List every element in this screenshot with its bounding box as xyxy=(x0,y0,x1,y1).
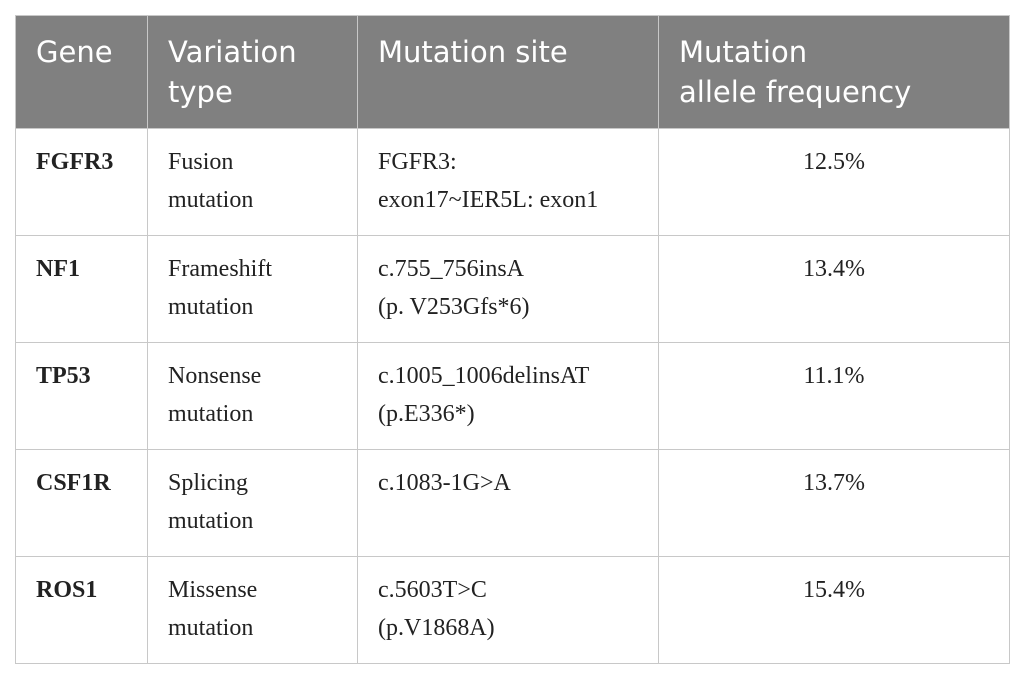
cell-line: Fusion xyxy=(168,149,234,175)
cell-line: mutation xyxy=(168,508,254,534)
header-row: Gene Variation type Mutation site Mutation al… xyxy=(15,15,1010,129)
cell-line: mutation xyxy=(168,187,254,213)
cell-line: (p.V1868A) xyxy=(378,615,495,641)
cell-line: Gene xyxy=(36,35,113,69)
cell-line: c.755_756insA xyxy=(378,256,524,282)
table-cell: c.755_756insA (p. V253Gfs*6) xyxy=(357,235,659,343)
cell-line: Missense xyxy=(168,577,258,603)
cell-line: (p. V253Gfs*6) xyxy=(378,294,530,320)
table-cell: FGFR3: exon17~IER5L: exon1 xyxy=(357,128,659,236)
table-row: FGFR3 Fusion mutation FGFR3: exon17~IER5L: e… xyxy=(15,128,1010,236)
cell-line: allele frequency xyxy=(679,75,912,109)
cell-line: type xyxy=(168,75,233,109)
cell-line: 13.4% xyxy=(803,256,865,282)
cell-line: FGFR3 xyxy=(36,149,114,175)
table-cell: Splicing mutation xyxy=(147,449,358,557)
table-wrap: Gene Variation type Mutation site Mutation al… xyxy=(15,15,1010,664)
table-cell: NF1 xyxy=(15,235,148,343)
cell-line: Splicing xyxy=(168,470,249,496)
table-cell: Frameshift mutation xyxy=(147,235,358,343)
cell-line: CSF1R xyxy=(36,470,111,496)
cell-line: mutation xyxy=(168,615,254,641)
cell-line: NF1 xyxy=(36,256,80,282)
table-cell: Fusion mutation xyxy=(147,128,358,236)
cell-line: 15.4% xyxy=(803,577,865,603)
cell-line: c.5603T>C xyxy=(378,577,487,603)
table-cell: 12.5% xyxy=(658,128,1010,236)
table-cell: ROS1 xyxy=(15,556,148,664)
header-cell: Variation type xyxy=(147,15,358,129)
header-cell: Mutation allele frequency xyxy=(658,15,1010,129)
cell-line: Mutation xyxy=(679,35,808,69)
table-cell: Nonsense mutation xyxy=(147,342,358,450)
table-cell: c.1083-1G>A xyxy=(357,449,659,557)
table-cell: 13.4% xyxy=(658,235,1010,343)
cell-line: mutation xyxy=(168,294,254,320)
cell-line: Nonsense xyxy=(168,363,262,389)
cell-line: Variation xyxy=(168,35,297,69)
cell-line: FGFR3: xyxy=(378,149,457,175)
table-row: NF1 Frameshift mutation c.755_756insA (p. V2… xyxy=(15,235,1010,343)
table-row: ROS1 Missense mutation c.5603T>C (p.V1868A) 1… xyxy=(15,556,1010,664)
table-cell: 13.7% xyxy=(658,449,1010,557)
cell-line: c.1083-1G>A xyxy=(378,470,511,496)
cell-line: ROS1 xyxy=(36,577,98,603)
cell-line: TP53 xyxy=(36,363,91,389)
cell-line: 11.1% xyxy=(803,363,865,389)
table-cell: Missense mutation xyxy=(147,556,358,664)
cell-line: 12.5% xyxy=(803,149,865,175)
cell-line: Mutation site xyxy=(378,35,568,69)
table-cell: 15.4% xyxy=(658,556,1010,664)
table-cell: c.1005_1006delinsAT (p.E336*) xyxy=(357,342,659,450)
table-cell: TP53 xyxy=(15,342,148,450)
cell-line: exon17~IER5L: exon1 xyxy=(378,187,599,213)
cell-line: mutation xyxy=(168,401,254,427)
table-body: FGFR3 Fusion mutation FGFR3: exon17~IER5L: e… xyxy=(15,128,1010,664)
table-cell: FGFR3 xyxy=(15,128,148,236)
cell-line: (p.E336*) xyxy=(378,401,475,427)
mutation-table: Gene Variation type Mutation site Mutation al… xyxy=(15,15,1010,664)
header-cell: Mutation site xyxy=(357,15,659,129)
table-cell: 11.1% xyxy=(658,342,1010,450)
cell-line: c.1005_1006delinsAT xyxy=(378,363,590,389)
table-cell: c.5603T>C (p.V1868A) xyxy=(357,556,659,664)
cell-line: Frameshift xyxy=(168,256,272,282)
table-cell: CSF1R xyxy=(15,449,148,557)
table-row: CSF1R Splicing mutation c.1083-1G>A 13.7% xyxy=(15,449,1010,557)
cell-line: 13.7% xyxy=(803,470,865,496)
table-row: TP53 Nonsense mutation c.1005_1006delinsAT (… xyxy=(15,342,1010,450)
header-cell: Gene xyxy=(15,15,148,129)
